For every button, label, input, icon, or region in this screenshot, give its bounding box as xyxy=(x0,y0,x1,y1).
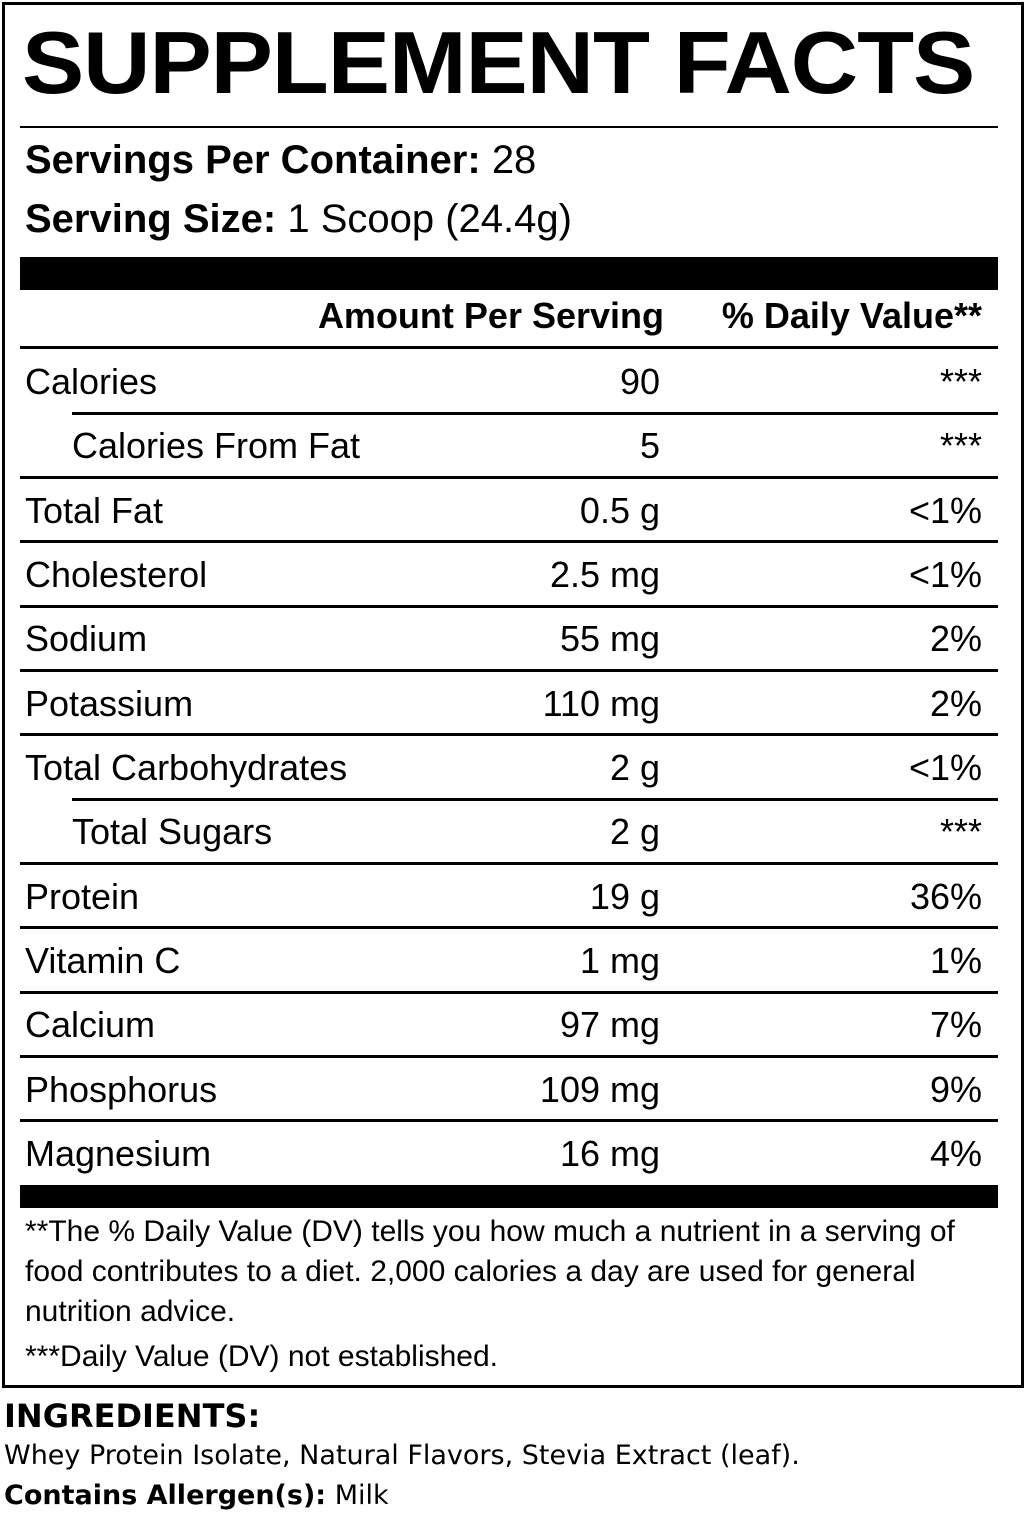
nutrient-dv: 9% xyxy=(929,1068,982,1110)
nutrient-amount: 97 mg xyxy=(559,1004,660,1046)
row-divider xyxy=(20,540,998,544)
nutrient-dv: *** xyxy=(939,361,982,403)
nutrient-dv: 7% xyxy=(929,1004,982,1046)
divider xyxy=(20,126,998,128)
row-divider xyxy=(20,669,998,673)
serving-size-label: Serving Size: xyxy=(25,197,277,241)
footnote: **The % Daily Value (DV) tells you how m… xyxy=(25,1215,955,1328)
row-divider xyxy=(20,733,998,737)
row-divider xyxy=(20,476,998,480)
nutrient-name: Sodium xyxy=(25,618,148,660)
row-divider xyxy=(20,861,998,865)
nutrient-dv: 2% xyxy=(929,682,982,724)
nutrient-name: Total Carbohydrates xyxy=(25,747,348,788)
ingredients: INGREDIENTS: Whey Protein Isolate, Natur… xyxy=(4,1396,800,1516)
nutrient-name: Total Fat xyxy=(25,489,164,531)
title: SUPPLEMENT FACTS xyxy=(22,13,975,112)
nutrient-dv: 4% xyxy=(929,1132,982,1174)
nutrient-amount: 19 g xyxy=(589,875,660,917)
nutrient-dv: 1% xyxy=(929,939,982,981)
header-amount: Amount Per Serving xyxy=(317,295,664,336)
nutrient-amount: 2.5 mg xyxy=(549,554,660,596)
nutrient-amount: 55 mg xyxy=(559,618,660,660)
serving-size: Serving Size: 1 Scoop (24.4g) xyxy=(25,197,572,242)
nutrient-amount: 90 xyxy=(619,361,660,403)
nutrient-amount: 16 mg xyxy=(559,1132,660,1174)
label-border xyxy=(2,2,1024,1388)
nutrient-amount: 0.5 g xyxy=(579,489,660,531)
servings: Servings Per Container: 28 xyxy=(25,138,536,183)
nutrient-name: Total Sugars xyxy=(72,811,273,853)
footnotes: **The % Daily Value (DV) tells you how m… xyxy=(25,1212,985,1382)
nutrient-name: Calories xyxy=(25,361,158,403)
row-divider xyxy=(20,990,998,994)
servings-label: Servings Per Container: xyxy=(25,138,481,182)
nutrient-name: Protein xyxy=(25,875,140,917)
nutrient-dv: <1% xyxy=(908,747,982,788)
footnote: ***Daily Value (DV) not established. xyxy=(25,1340,499,1373)
nutrient-dv: 2% xyxy=(929,618,982,660)
nutrient-name: Cholesterol xyxy=(25,554,208,596)
nutrient-dv: *** xyxy=(939,811,982,853)
nutrient-name: Calcium xyxy=(25,1004,156,1046)
nutrient-amount: 2 g xyxy=(609,811,660,853)
nutrient-amount: 5 xyxy=(639,425,660,467)
nutrient-amount: 110 mg xyxy=(542,682,660,724)
row-divider xyxy=(20,1054,998,1058)
divider xyxy=(20,346,998,349)
row-divider xyxy=(20,1119,998,1123)
nutrient-dv: <1% xyxy=(908,489,982,531)
thick-bar xyxy=(20,257,998,290)
nutrient-amount: 109 mg xyxy=(539,1068,660,1110)
row-divider xyxy=(20,604,998,608)
servings-value: 28 xyxy=(491,138,537,182)
nutrient-name: Magnesium xyxy=(25,1132,212,1174)
nutrient-name: Phosphorus xyxy=(25,1068,218,1110)
nutrient-amount: 1 mg xyxy=(579,939,660,981)
ingredients-text: Whey Protein Isolate, Natural Flavors, S… xyxy=(4,1440,800,1471)
allergen-value: Milk xyxy=(334,1480,389,1511)
row-divider xyxy=(72,797,998,801)
nutrient-amount: 2 g xyxy=(609,747,660,788)
nutrient-dv: <1% xyxy=(908,554,982,596)
allergen-label: Contains Allergen(s): xyxy=(4,1480,327,1511)
row-divider xyxy=(20,926,998,930)
thick-bar xyxy=(20,1185,998,1208)
header-dv: % Daily Value** xyxy=(721,295,982,336)
nutrient-dv: *** xyxy=(939,425,982,467)
nutrient-name: Calories From Fat xyxy=(72,425,361,467)
serving-size-value: 1 Scoop (24.4g) xyxy=(287,197,572,241)
nutrient-name: Potassium xyxy=(25,682,194,724)
nutrient-dv: 36% xyxy=(909,875,982,917)
row-divider xyxy=(72,411,998,415)
nutrient-name: Vitamin C xyxy=(25,939,181,981)
ingredients-heading: INGREDIENTS: xyxy=(4,1397,261,1435)
